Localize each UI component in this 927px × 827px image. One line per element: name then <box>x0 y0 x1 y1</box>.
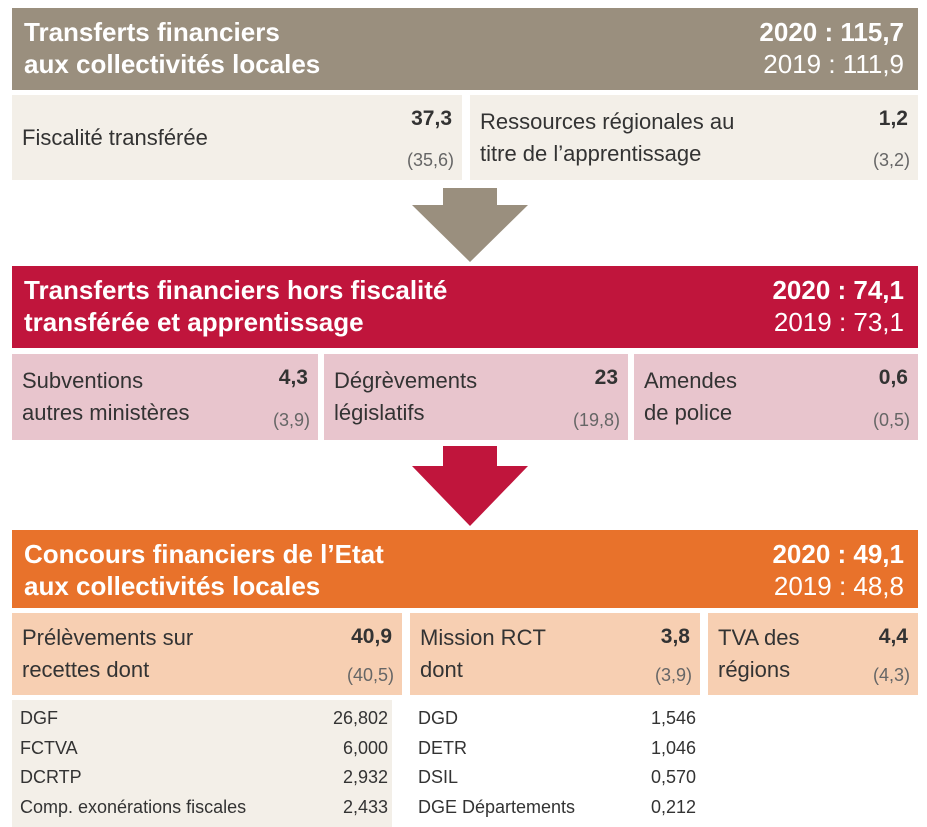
current-year: 2020 : 115,7 <box>759 17 904 47</box>
header-title-line: Transferts financiers hors fiscalité <box>24 275 448 305</box>
item-previous: (35,6) <box>406 150 454 170</box>
detail-list: DGF 26,802 FCTVA 6,000 DCRTP 2,932 Comp. exoné… <box>12 700 392 827</box>
item-box: Ressources régionales au titre de l’appre… <box>470 95 918 180</box>
detail-value: 26,802 <box>332 708 388 728</box>
item-box: TVA des régions 4,4 (4,3) <box>708 613 918 695</box>
header-title-line: Transferts financiers <box>24 17 280 47</box>
detail-row: FCTVA 6,000 <box>20 734 388 764</box>
item-label: Fiscalité transférée <box>22 124 208 150</box>
detail-row: DSIL 0,570 <box>418 763 696 793</box>
item-label: Subventions <box>22 368 144 393</box>
item-box: Prélèvements sur recettes dont 40,9 (40,5) <box>12 613 402 695</box>
detail-list: DGD 1,546 DETR 1,046 DSIL 0,570 DGE Départemen… <box>410 700 700 827</box>
header-years: 2020 : 74,1 2019 : 73,1 <box>772 274 904 338</box>
item-value: 3,8 <box>660 625 690 648</box>
header-years: 2020 : 115,7 2019 : 111,9 <box>759 16 904 80</box>
item-value: 4,3 <box>278 366 308 389</box>
detail-row: DGF 26,802 <box>20 704 388 734</box>
item-label: dont <box>420 657 463 682</box>
header-title-line: aux collectivités locales <box>24 571 321 601</box>
current-year: 2020 : 74,1 <box>772 275 904 305</box>
arrow <box>412 446 528 526</box>
item-label: de police <box>644 400 733 425</box>
item-value: 4,4 <box>878 625 908 648</box>
item-label: Amendes <box>644 368 737 393</box>
detail-label: Comp. exonérations fiscales <box>20 796 247 817</box>
item-label: Ressources régionales au <box>480 108 735 134</box>
detail-row: DETR 1,046 <box>418 734 696 764</box>
previous-year: 2019 : 73,1 <box>773 307 904 337</box>
item-previous: (3,2) <box>872 150 910 170</box>
item-label: législatifs <box>334 400 425 425</box>
item-previous: (40,5) <box>346 665 394 685</box>
detail-label: FCTVA <box>20 737 78 758</box>
detail-label: DGD <box>418 708 458 728</box>
item-previous: (4,3) <box>872 665 910 685</box>
header-title-line: transférée et apprentissage <box>24 307 364 337</box>
detail-value: 1,046 <box>650 737 696 758</box>
item-previous: (3,9) <box>272 410 310 430</box>
item-label: Prélèvements sur <box>22 625 194 650</box>
item-label: recettes dont <box>22 657 150 682</box>
item-label: Mission RCT <box>420 625 546 650</box>
item-box: Mission RCT dont 3,8 (3,9) <box>410 613 700 695</box>
detail-label: DSIL <box>418 767 459 787</box>
detail-row: DGE Départements 0,212 <box>418 793 696 823</box>
item-label: autres ministères <box>22 400 190 425</box>
header-years: 2020 : 49,1 2019 : 48,8 <box>772 538 904 602</box>
item-value: 40,9 <box>351 625 392 648</box>
item-box: Dégrèvements législatifs 23 (19,8) <box>324 354 628 440</box>
detail-value: 1,546 <box>650 708 696 728</box>
previous-year: 2019 : 111,9 <box>763 49 904 79</box>
item-previous: (3,9) <box>654 665 692 685</box>
section-header: Concours financiers de l’Etat aux collect… <box>12 530 918 608</box>
detail-label: DCRTP <box>20 767 82 787</box>
item-value: 37,3 <box>411 107 452 130</box>
previous-year: 2019 : 48,8 <box>773 571 904 601</box>
detail-row: DGD 1,546 <box>418 704 696 734</box>
arrow <box>412 188 528 262</box>
section-header: Transferts financiers hors fiscalité tran… <box>12 266 918 348</box>
detail-value: 0,570 <box>650 767 696 787</box>
detail-value: 2,433 <box>342 796 388 817</box>
item-box: Subventions autres ministères 4,3 (3,9) <box>12 354 318 440</box>
item-box: Fiscalité transférée 37,3 (35,6) <box>12 95 462 180</box>
header-title-line: Concours financiers de l’Etat <box>24 539 384 569</box>
section-header: Transferts financiers aux collectivités l… <box>12 8 918 90</box>
item-value: 1,2 <box>878 107 908 130</box>
item-value: 23 <box>594 366 618 389</box>
item-box: Amendes de police 0,6 (0,5) <box>634 354 918 440</box>
item-previous: (19,8) <box>572 410 620 430</box>
item-label: régions <box>718 657 791 682</box>
item-value: 0,6 <box>878 366 908 389</box>
current-year: 2020 : 49,1 <box>772 539 904 569</box>
item-label: Dégrèvements <box>334 368 478 393</box>
detail-label: DETR <box>418 737 467 758</box>
detail-label: DGF <box>20 708 58 728</box>
detail-value: 0,212 <box>650 796 696 817</box>
detail-row: DCRTP 2,932 <box>20 763 388 793</box>
item-previous: (0,5) <box>872 410 910 430</box>
header-title-line: aux collectivités locales <box>24 49 321 79</box>
detail-value: 2,932 <box>342 767 388 787</box>
detail-row: Comp. exonérations fiscales 2,433 <box>20 793 388 823</box>
item-label: titre de l’apprentissage <box>480 140 702 166</box>
item-label: TVA des <box>718 625 800 650</box>
detail-value: 6,000 <box>342 737 388 758</box>
detail-label: DGE Départements <box>418 796 576 817</box>
